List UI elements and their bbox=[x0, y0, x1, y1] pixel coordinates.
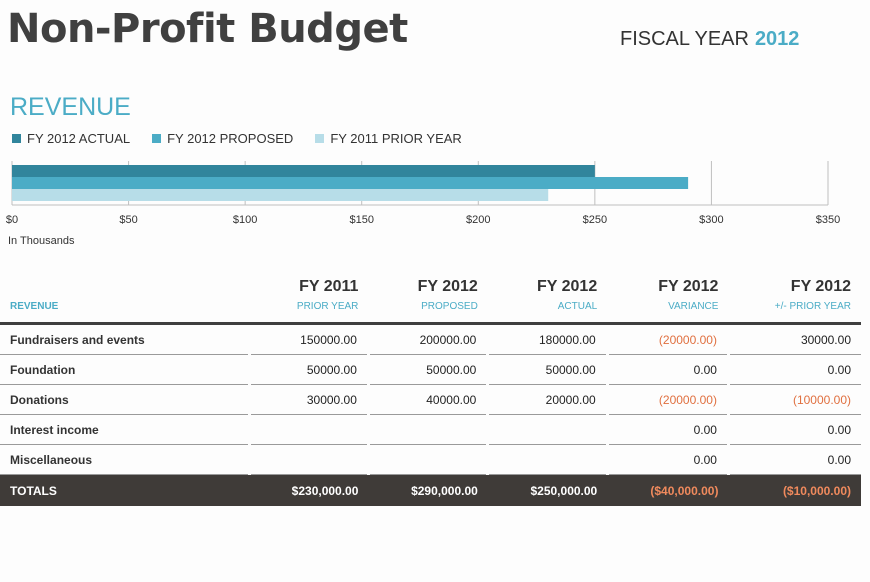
legend-label-actual: FY 2012 ACTUAL bbox=[27, 131, 131, 146]
legend-item-prior: FY 2011 PRIOR YEAR bbox=[315, 131, 462, 146]
units-label: In Thousands bbox=[8, 235, 75, 247]
table-cell[interactable]: (10000.00) bbox=[726, 384, 861, 415]
header-row-label: REVENUE bbox=[0, 296, 249, 325]
table-cell[interactable]: 150000.00 bbox=[247, 323, 369, 355]
table-cell[interactable]: 40000.00 bbox=[366, 384, 488, 415]
totals-cell[interactable]: ($40,000.00) bbox=[607, 474, 729, 506]
header-year-4: FY 2012 bbox=[658, 278, 719, 295]
table-cell[interactable]: 0.00 bbox=[726, 354, 861, 385]
table-cell[interactable] bbox=[486, 444, 608, 475]
header-year-3: FY 2012 bbox=[537, 278, 598, 295]
table-cell[interactable]: (20000.00) bbox=[605, 384, 729, 415]
table-cell[interactable]: 0.00 bbox=[605, 414, 729, 445]
table-header-years: FY 2011 FY 2012 FY 2012 FY 2012 FY 2012 bbox=[0, 268, 861, 296]
row-label[interactable]: Interest income bbox=[0, 414, 249, 445]
totals-cell[interactable]: ($10,000.00) bbox=[728, 474, 861, 506]
tick-label: $0 bbox=[6, 214, 18, 226]
table-row: Miscellaneous 0.00 0.00 bbox=[0, 444, 861, 475]
table-cell[interactable]: 0.00 bbox=[605, 354, 729, 385]
totals-row: TOTALS $230,000.00 $290,000.00 $250,000.00(… bbox=[0, 474, 861, 506]
tick-label: $200 bbox=[466, 214, 490, 226]
table-cell[interactable]: 180000.00 bbox=[486, 323, 608, 355]
table-row: Interest income 0.00 0.00 bbox=[0, 414, 861, 445]
table-cell[interactable]: 200000.00 bbox=[366, 323, 488, 355]
legend-swatch-actual bbox=[12, 134, 21, 143]
tick-label: $150 bbox=[349, 214, 373, 226]
page-title: Non-Profit Budget bbox=[7, 6, 408, 52]
header-empty bbox=[0, 268, 249, 296]
legend-item-actual: FY 2012 ACTUAL bbox=[12, 131, 130, 146]
chart-legend: FY 2012 ACTUAL FY 2012 PROPOSED FY 2011 … bbox=[12, 131, 462, 146]
header-year-1: FY 2011 bbox=[299, 278, 359, 295]
table-cell[interactable]: 50000.00 bbox=[247, 354, 369, 385]
header-sub-2: PROPOSED bbox=[368, 296, 488, 325]
table-cell[interactable]: 30000.00 bbox=[247, 384, 369, 415]
header-sub-4: VARIANCE bbox=[607, 296, 729, 325]
table-cell[interactable]: 50000.00 bbox=[486, 354, 608, 385]
table-row: Fundraisers and events 150000.00 200000.00… bbox=[0, 323, 861, 355]
tick-label: $250 bbox=[583, 214, 607, 226]
fiscal-label: FISCAL YEAR bbox=[620, 28, 749, 50]
table-row: Foundation 50000.00 50000.00 50000.00 0.00 0.… bbox=[0, 354, 861, 385]
tick-label: $300 bbox=[699, 214, 723, 226]
totals-cell[interactable]: $250,000.00 bbox=[487, 474, 608, 506]
row-label[interactable]: Donations bbox=[0, 384, 249, 415]
header-sub-1: PRIOR YEAR bbox=[249, 296, 369, 325]
table-cell[interactable] bbox=[247, 414, 369, 445]
table-row: Donations 30000.00 40000.00 20000.00 (20000.… bbox=[0, 384, 861, 415]
totals-cell[interactable]: $290,000.00 bbox=[368, 474, 488, 506]
table-cell[interactable]: (20000.00) bbox=[605, 323, 729, 355]
revenue-heading: REVENUE bbox=[10, 93, 131, 121]
fiscal-year-label: FISCAL YEAR 2012 bbox=[620, 28, 799, 51]
legend-label-prior: FY 2011 PRIOR YEAR bbox=[330, 131, 462, 146]
fiscal-year-value: 2012 bbox=[754, 28, 800, 50]
table-cell[interactable]: 20000.00 bbox=[486, 384, 608, 415]
table-cell[interactable] bbox=[366, 414, 488, 445]
revenue-table: FY 2011 FY 2012 FY 2012 FY 2012 FY 2012 … bbox=[0, 268, 861, 506]
bar-fy-2012-actual bbox=[12, 165, 595, 177]
table-cell[interactable] bbox=[247, 444, 369, 475]
table-header-subs: REVENUE PRIOR YEAR PROPOSED ACTUAL VARIA… bbox=[0, 296, 861, 325]
table-cell[interactable] bbox=[486, 414, 608, 445]
legend-label-proposed: FY 2012 PROPOSED bbox=[167, 131, 294, 146]
tick-label: $50 bbox=[119, 214, 137, 226]
table-cell[interactable]: 0.00 bbox=[726, 414, 861, 445]
header-year-2: FY 2012 bbox=[417, 278, 478, 295]
row-label[interactable]: Foundation bbox=[0, 354, 249, 385]
header-sub-5: +/- PRIOR YEAR bbox=[728, 296, 861, 325]
legend-swatch-prior bbox=[315, 134, 325, 143]
bar-fy-2012-proposed bbox=[12, 177, 689, 189]
table-cell[interactable]: 0.00 bbox=[726, 444, 861, 475]
bar-fy-2011-prior-year bbox=[12, 189, 549, 201]
legend-swatch-proposed bbox=[152, 134, 162, 143]
table-cell[interactable]: 30000.00 bbox=[726, 323, 861, 355]
tick-label: $100 bbox=[233, 214, 257, 226]
header-year-5: FY 2012 bbox=[790, 278, 851, 295]
totals-cell[interactable]: $230,000.00 bbox=[249, 474, 369, 506]
header-sub-3: ACTUAL bbox=[487, 296, 608, 325]
table-cell[interactable]: 50000.00 bbox=[366, 354, 488, 385]
totals-label[interactable]: TOTALS bbox=[0, 474, 249, 506]
table-cell[interactable]: 0.00 bbox=[605, 444, 729, 475]
legend-item-proposed: FY 2012 PROPOSED bbox=[152, 131, 293, 146]
row-label[interactable]: Miscellaneous bbox=[0, 444, 249, 475]
revenue-bar-chart: $0 $50 $100 $150 $200 $250 $300 $350 bbox=[6, 161, 840, 226]
tick-label: $350 bbox=[816, 214, 840, 226]
table-cell[interactable] bbox=[366, 444, 488, 475]
row-label[interactable]: Fundraisers and events bbox=[0, 323, 249, 355]
